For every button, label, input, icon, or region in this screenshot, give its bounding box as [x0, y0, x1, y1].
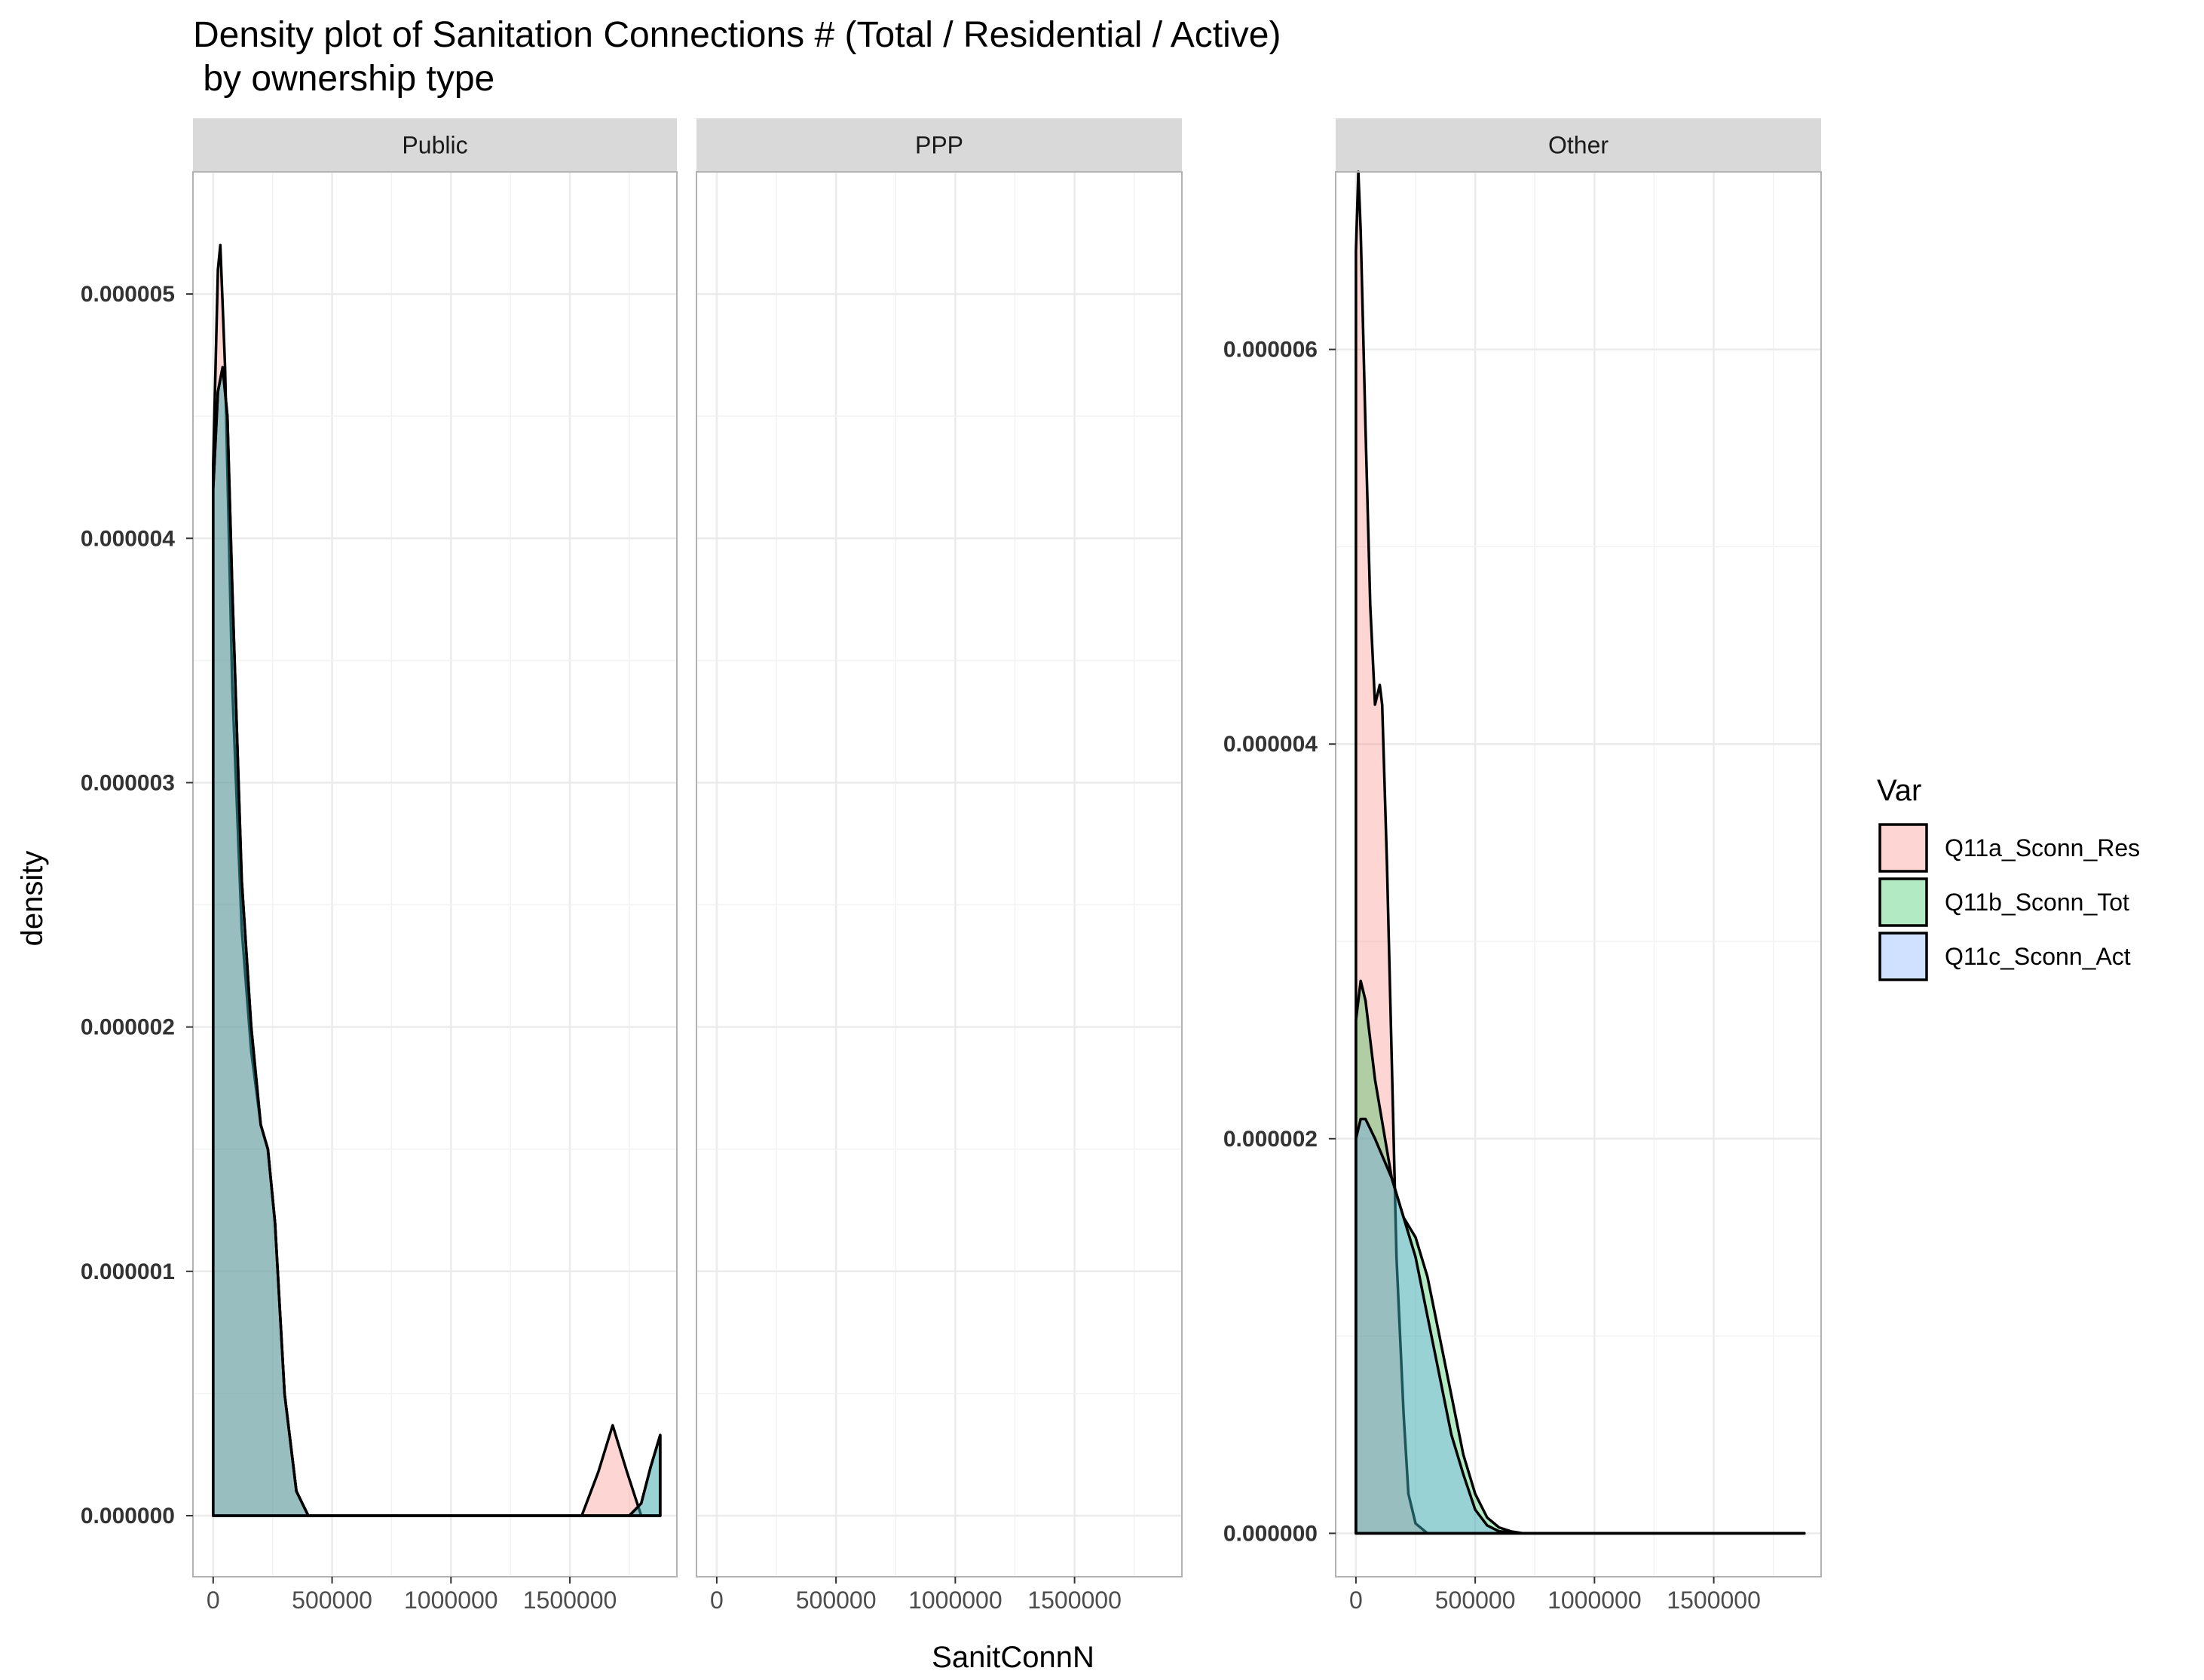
x-tick-label: 500000 — [796, 1587, 877, 1614]
facet-panels: Public 0.000000 0.000001 0.000002 0.000003 0.… — [81, 118, 1822, 1614]
y-tick-label: 0.000002 — [1223, 1127, 1318, 1152]
x-tick-label: 1500000 — [523, 1587, 617, 1614]
x-tick-label: 1000000 — [908, 1587, 1003, 1614]
density-area-q11c-sconn-act — [212, 366, 662, 1517]
panel-strip-label: PPP — [915, 132, 963, 159]
legend-label: Q11c_Sconn_Act — [1945, 943, 2131, 970]
panel-border — [192, 171, 678, 1577]
legend-label: Q11a_Sconn_Res — [1945, 834, 2140, 861]
panel-background — [1336, 172, 1821, 1577]
x-tick-label: 0 — [710, 1587, 724, 1614]
x-axis-title: SanitConnN — [932, 1641, 1094, 1674]
panel-background — [696, 172, 1182, 1577]
y-tick-label: 0.000000 — [81, 1504, 175, 1529]
panel-strip — [193, 118, 677, 172]
x-tick-label: 500000 — [292, 1587, 372, 1614]
x-tick-label: 1500000 — [1027, 1587, 1122, 1614]
x-tick-label: 1500000 — [1667, 1587, 1761, 1614]
panel-strip-label: Public — [402, 132, 467, 159]
x-tick-label: 1000000 — [1547, 1587, 1642, 1614]
y-tick-label: 0.000001 — [81, 1259, 175, 1284]
chart-title-line-2: by ownership type — [193, 59, 494, 99]
legend-key-background — [1878, 932, 1928, 981]
x-tick-label: 0 — [207, 1587, 220, 1614]
density-area-q11c-sconn-act — [1355, 1117, 1806, 1535]
y-tick-label: 0.000002 — [81, 1015, 175, 1040]
panel-border — [696, 171, 1183, 1577]
panel-strip — [1336, 118, 1821, 172]
chart-title-line-1: Density plot of Sanitation Connections #… — [193, 15, 1281, 55]
x-tick-label: 500000 — [1435, 1587, 1516, 1614]
x-tick-label: 1000000 — [404, 1587, 498, 1614]
legend-key-background — [1878, 823, 1928, 873]
legend-key-q11c-sconn-act — [1878, 932, 1928, 981]
legend-title: Var — [1877, 774, 1921, 807]
panel-border — [1335, 171, 1822, 1577]
legend-label: Q11b_Sconn_Tot — [1945, 889, 2129, 916]
y-tick-label: 0.000005 — [81, 282, 175, 307]
y-axis-title: density — [16, 851, 49, 947]
panel-background — [193, 172, 677, 1577]
y-tick-label: 0.000000 — [1223, 1521, 1318, 1546]
panel-other: Other 0.000000 0.000002 0.000004 0.000006 0 50… — [1223, 118, 1822, 1614]
legend: Var Q11a_Sconn_Res Q11b_Sconn_Tot Q11c_Sco… — [1877, 774, 2140, 981]
legend-key-q11a-sconn-res — [1878, 823, 1928, 873]
y-tick-label: 0.000004 — [1223, 732, 1318, 757]
legend-key-background — [1878, 877, 1928, 927]
panel-strip — [696, 118, 1182, 172]
y-tick-label: 0.000004 — [81, 526, 175, 551]
panel-ppp: PPP 0 500000 1000000 1500000 — [696, 118, 1183, 1614]
legend-key-q11b-sconn-tot — [1878, 877, 1928, 927]
y-tick-label: 0.000003 — [81, 770, 175, 795]
x-tick-label: 0 — [1349, 1587, 1363, 1614]
panel-public: Public 0.000000 0.000001 0.000002 0.000003 0.… — [81, 118, 678, 1614]
panel-strip-label: Other — [1548, 132, 1609, 159]
y-tick-label: 0.000006 — [1223, 338, 1318, 363]
